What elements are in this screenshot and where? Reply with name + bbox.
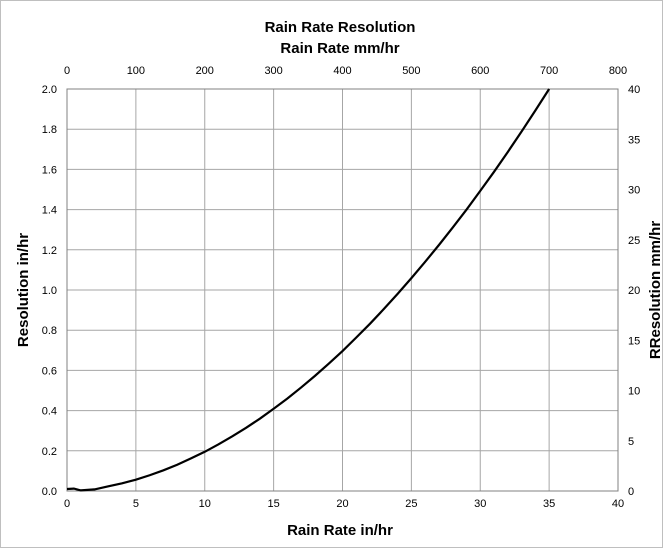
x-bottom-tick-label: 0 [64,498,70,510]
y-left-tick-label: 1.0 [42,285,57,297]
y-left-axis-title: Resolution in/hr [15,233,32,347]
series-line [66,88,551,492]
x-top-tick-label: 400 [333,65,351,77]
y-right-tick-label: 40 [628,84,640,96]
x-bottom-tick-label: 10 [199,498,211,510]
y-left-tick-label: 1.2 [42,245,57,257]
y-right-axis-title: RResolution mm/hr [647,221,664,360]
y-left-tick-label: 0.2 [42,446,57,458]
x-bottom-tick-label: 5 [133,498,139,510]
y-left-tick-label: 0.4 [42,406,57,418]
y-right-tick-label: 15 [628,335,640,347]
x-bottom-tick-label: 30 [474,498,486,510]
chart-title: Rain Rate Resolution [265,19,416,36]
x-top-tick-label: 300 [264,65,282,77]
y-right-tick-label: 25 [628,235,640,247]
x-top-tick-label: 500 [402,65,420,77]
y-left-tick-label: 0.8 [42,325,57,337]
x-bottom-tick-label: 15 [268,498,280,510]
y-right-tick-label: 20 [628,285,640,297]
y-right-tick-label: 30 [628,185,640,197]
grid [66,88,619,492]
y-left-tick-label: 1.6 [42,164,57,176]
x-bottom-tick-label: 40 [612,498,624,510]
x-top-tick-label: 0 [64,65,70,77]
y-left-tick-label: 1.8 [42,124,57,136]
x-top-tick-label: 600 [471,65,489,77]
x-top-tick-label: 800 [609,65,627,77]
x-bottom-tick-label: 25 [405,498,417,510]
y-right-tick-label: 0 [628,486,634,498]
x-bottom-tick-label: 20 [336,498,348,510]
y-right-tick-label: 10 [628,386,640,398]
y-left-tick-label: 0.6 [42,365,57,377]
y-right-tick-label: 5 [628,436,634,448]
x-bottom-tick-label: 35 [543,498,555,510]
x-top-tick-label: 100 [127,65,145,77]
plot-area [66,88,619,492]
x-top-tick-label: 200 [196,65,214,77]
y-right-tick-label: 35 [628,134,640,146]
x-bottom-axis-title: Rain Rate in/hr [287,522,393,539]
y-left-tick-label: 1.4 [42,205,57,217]
tick-labels: 0 5 10 15 20 25 30 35 400 100 200 300 400 500 600 700 80… [42,65,641,510]
x-top-tick-label: 700 [540,65,558,77]
x-top-axis-title: Rain Rate mm/hr [280,40,399,57]
y-left-tick-label: 2.0 [42,84,57,96]
y-left-tick-label: 0.0 [42,486,57,498]
